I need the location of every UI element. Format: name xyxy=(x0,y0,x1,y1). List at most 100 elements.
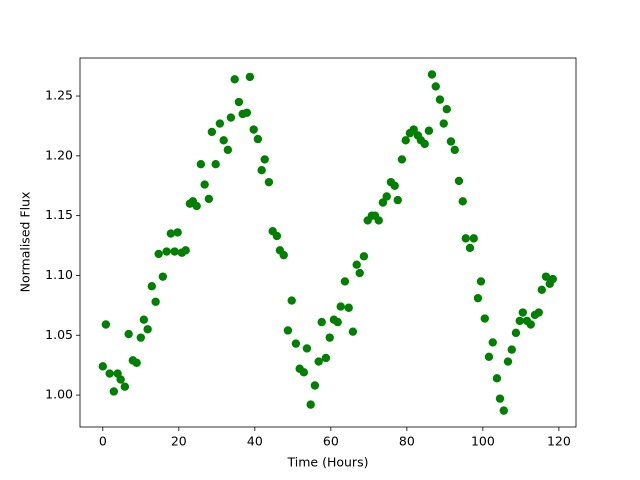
point xyxy=(355,268,364,278)
point xyxy=(439,119,448,128)
point xyxy=(390,181,399,190)
point xyxy=(344,303,353,312)
point xyxy=(207,127,217,137)
y-tick-label: 1.15 xyxy=(45,207,73,222)
point xyxy=(158,272,168,281)
x-tick-label: 0 xyxy=(99,434,107,449)
point xyxy=(234,97,244,107)
point xyxy=(442,104,451,114)
x-axis-label: Time (Hours) xyxy=(287,455,369,470)
point xyxy=(279,250,288,260)
y-tick-label: 1.10 xyxy=(45,267,73,282)
point xyxy=(120,382,130,391)
point xyxy=(427,70,437,79)
point xyxy=(257,165,266,175)
point xyxy=(458,197,467,206)
point xyxy=(245,72,255,82)
point xyxy=(310,381,320,390)
point xyxy=(348,327,358,336)
point xyxy=(526,320,535,329)
point xyxy=(393,195,402,205)
y-tick-label: 1.20 xyxy=(45,147,73,162)
point xyxy=(204,194,214,204)
point xyxy=(192,201,201,211)
point xyxy=(374,216,383,225)
point xyxy=(291,339,301,348)
point xyxy=(465,243,475,253)
point xyxy=(454,176,464,186)
point xyxy=(321,353,331,363)
y-tick-label: 1.05 xyxy=(45,327,73,342)
point xyxy=(469,234,478,243)
point xyxy=(116,375,125,384)
point xyxy=(450,145,459,155)
point xyxy=(378,198,388,207)
point xyxy=(173,228,182,237)
point xyxy=(105,369,114,378)
point xyxy=(151,297,160,306)
point xyxy=(409,125,418,134)
y-axis-label: Normalised Flux xyxy=(18,192,33,293)
point xyxy=(401,136,410,145)
point xyxy=(507,345,516,354)
point xyxy=(299,368,309,377)
point xyxy=(223,145,233,155)
point xyxy=(473,293,483,303)
point xyxy=(101,320,111,329)
point xyxy=(302,344,312,353)
point xyxy=(511,328,521,338)
point xyxy=(314,357,323,366)
point xyxy=(382,192,391,201)
x-tick-label: 60 xyxy=(323,434,339,449)
point xyxy=(200,180,209,189)
point xyxy=(446,137,456,146)
point xyxy=(359,252,369,261)
point xyxy=(476,277,486,286)
point xyxy=(534,308,543,317)
point xyxy=(495,394,505,403)
point xyxy=(283,326,293,335)
point xyxy=(503,357,513,366)
point xyxy=(287,296,296,305)
point xyxy=(537,285,546,295)
point xyxy=(541,272,551,281)
point xyxy=(226,113,236,122)
point xyxy=(215,119,225,128)
point xyxy=(154,249,163,259)
x-tick-label: 40 xyxy=(247,434,263,449)
point xyxy=(548,274,558,284)
point xyxy=(397,155,407,164)
point xyxy=(170,247,179,256)
point xyxy=(336,302,345,311)
point xyxy=(143,325,152,334)
x-tick-label: 20 xyxy=(171,434,187,449)
point xyxy=(109,387,119,396)
point xyxy=(420,139,429,149)
point xyxy=(435,95,445,104)
point xyxy=(424,126,434,135)
x-tick-label: 80 xyxy=(399,434,415,449)
point xyxy=(132,358,141,367)
point xyxy=(492,374,502,383)
point xyxy=(484,352,494,361)
point xyxy=(249,125,258,134)
point xyxy=(488,338,497,347)
point xyxy=(333,317,342,327)
point xyxy=(515,316,524,326)
point xyxy=(166,229,176,238)
point xyxy=(480,314,489,323)
point xyxy=(340,277,350,286)
point xyxy=(518,308,527,317)
point xyxy=(139,315,149,324)
point xyxy=(196,160,206,169)
point xyxy=(264,177,274,187)
axes-frame xyxy=(79,57,577,428)
point xyxy=(499,406,508,415)
point xyxy=(230,75,239,84)
point xyxy=(306,400,315,409)
y-tick-label: 1.00 xyxy=(45,387,73,402)
point xyxy=(325,333,334,342)
point xyxy=(98,362,108,371)
y-tick-label: 1.25 xyxy=(45,88,73,103)
